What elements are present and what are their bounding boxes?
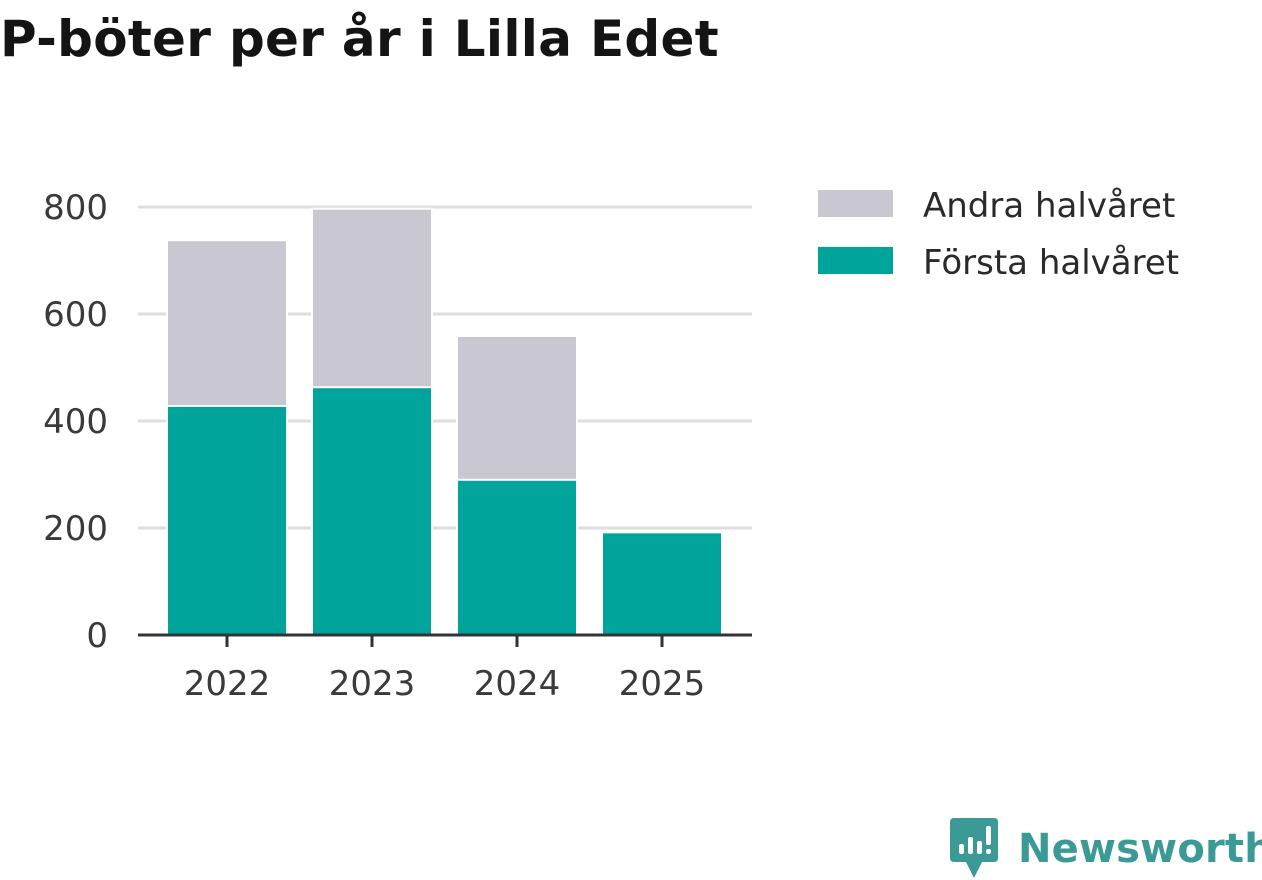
x-tick-label-2022: 2022 [184,664,271,704]
bar-2023-andra-halvaret [311,207,433,389]
bar-2022-andra-halvaret [166,239,288,407]
bar-2024-forsta-halvaret [456,476,578,637]
y-tick-label-400: 400 [43,402,108,442]
y-tick-label-600: 600 [43,295,108,335]
y-tick-label-200: 200 [43,509,108,549]
y-tick-label-800: 800 [43,188,108,228]
legend-label-andra-halvaret: Andra halvåret [923,186,1175,226]
newsworthy-logo: Newsworthy [950,818,1262,880]
bar-2023-forsta-halvaret [311,384,433,637]
newsworthy-logo-icon [950,818,998,878]
newsworthy-logo-text: Newsworthy [1018,826,1262,872]
legend-label-forsta-halvaret: Första halvåret [923,243,1179,283]
legend-swatch-andra-halvaret [818,190,893,217]
x-tick-label-2024: 2024 [474,664,561,704]
x-tick-label-2025: 2025 [619,664,706,704]
bar-2024-andra-halvaret [456,335,578,481]
legend-swatch-forsta-halvaret [818,247,893,274]
chart-title: P-böter per år i Lilla Edet [0,10,719,68]
x-tick-label-2023: 2023 [329,664,416,704]
y-tick-label-0: 0 [86,616,108,656]
bar-2022-forsta-halvaret [166,402,288,638]
bar-2025-forsta-halvaret [601,531,723,637]
